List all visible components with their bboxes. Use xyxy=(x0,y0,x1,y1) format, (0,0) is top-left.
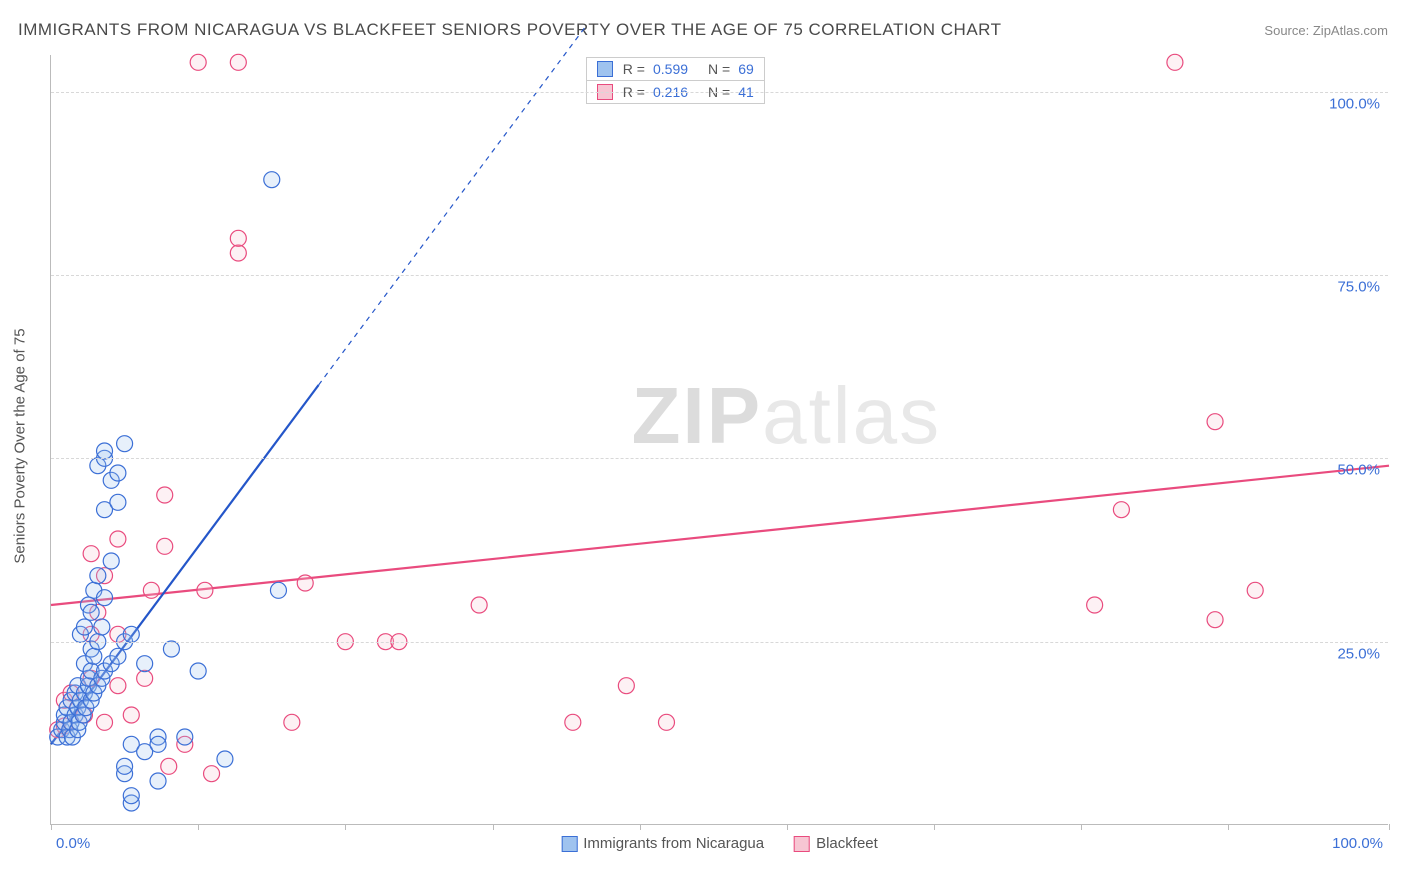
y-tick-label: 100.0% xyxy=(1329,95,1380,112)
scatter-point-blue xyxy=(83,604,99,620)
scatter-point-pink xyxy=(190,54,206,70)
scatter-point-pink xyxy=(1207,612,1223,628)
scatter-point-pink xyxy=(137,670,153,686)
scatter-point-blue xyxy=(190,663,206,679)
chart-title: IMMIGRANTS FROM NICARAGUA VS BLACKFEET S… xyxy=(18,20,1002,40)
scatter-point-pink xyxy=(284,714,300,730)
source-link[interactable]: ZipAtlas.com xyxy=(1313,23,1388,38)
y-tick-label: 25.0% xyxy=(1337,645,1380,662)
scatter-point-blue xyxy=(86,648,102,664)
scatter-point-pink xyxy=(565,714,581,730)
scatter-point-blue xyxy=(90,568,106,584)
scatter-point-pink xyxy=(97,714,113,730)
scatter-point-blue xyxy=(150,773,166,789)
y-axis-label: Seniors Poverty Over the Age of 75 xyxy=(12,328,29,563)
n-value-blue: 69 xyxy=(738,61,754,77)
scatter-point-blue xyxy=(110,494,126,510)
scatter-point-pink xyxy=(161,758,177,774)
scatter-point-pink xyxy=(157,538,173,554)
scatter-point-blue xyxy=(117,436,133,452)
x-tick-label-0: 0.0% xyxy=(56,835,90,852)
scatter-point-blue xyxy=(270,582,286,598)
scatter-point-pink xyxy=(1207,414,1223,430)
scatter-point-pink xyxy=(230,54,246,70)
x-tick-mark xyxy=(1389,824,1390,830)
legend-row-blue: R = 0.599 N = 69 xyxy=(587,58,764,80)
x-tick-label-100: 100.0% xyxy=(1332,835,1383,852)
r-value-blue: 0.599 xyxy=(653,61,688,77)
gridline-h xyxy=(51,642,1388,643)
scatter-point-pink xyxy=(1113,502,1129,518)
x-tick-mark xyxy=(787,824,788,830)
scatter-point-pink xyxy=(230,230,246,246)
scatter-point-pink xyxy=(123,707,139,723)
swatch-blue xyxy=(561,836,577,852)
scatter-point-pink xyxy=(83,546,99,562)
scatter-point-blue xyxy=(163,641,179,657)
x-tick-mark xyxy=(1228,824,1229,830)
scatter-point-blue xyxy=(103,553,119,569)
scatter-point-pink xyxy=(197,582,213,598)
scatter-point-blue xyxy=(123,626,139,642)
scatter-point-pink xyxy=(110,678,126,694)
n-label: N = xyxy=(708,61,730,77)
gridline-h xyxy=(51,92,1388,93)
legend-label-pink: Blackfeet xyxy=(816,835,878,852)
scatter-point-blue xyxy=(117,758,133,774)
scatter-point-blue xyxy=(264,172,280,188)
correlation-legend-box: R = 0.599 N = 69 R = 0.216 N = 41 xyxy=(586,57,765,104)
swatch-pink xyxy=(794,836,810,852)
scatter-point-blue xyxy=(110,465,126,481)
x-tick-mark xyxy=(493,824,494,830)
scatter-point-pink xyxy=(1247,582,1263,598)
y-tick-label: 75.0% xyxy=(1337,279,1380,296)
y-tick-label: 50.0% xyxy=(1337,462,1380,479)
scatter-point-pink xyxy=(1167,54,1183,70)
gridline-h xyxy=(51,458,1388,459)
x-tick-mark xyxy=(198,824,199,830)
x-tick-mark xyxy=(640,824,641,830)
series-legend: Immigrants from Nicaragua Blackfeet xyxy=(561,835,878,852)
source-credit: Source: ZipAtlas.com xyxy=(1264,23,1388,38)
x-tick-mark xyxy=(1081,824,1082,830)
source-label: Source: xyxy=(1264,23,1309,38)
scatter-point-blue xyxy=(137,656,153,672)
scatter-point-blue xyxy=(123,788,139,804)
scatter-point-blue xyxy=(76,619,92,635)
scatter-point-pink xyxy=(1087,597,1103,613)
legend-item-blue: Immigrants from Nicaragua xyxy=(561,835,764,852)
scatter-point-pink xyxy=(618,678,634,694)
scatter-point-blue xyxy=(97,443,113,459)
scatter-point-blue xyxy=(217,751,233,767)
x-tick-mark xyxy=(934,824,935,830)
swatch-blue xyxy=(597,61,613,77)
scatter-point-pink xyxy=(658,714,674,730)
chart-plot-area: ZIPatlas R = 0.599 N = 69 R = 0.216 N = … xyxy=(50,55,1388,825)
legend-item-pink: Blackfeet xyxy=(794,835,878,852)
legend-label-blue: Immigrants from Nicaragua xyxy=(583,835,764,852)
x-tick-mark xyxy=(51,824,52,830)
scatter-point-pink xyxy=(297,575,313,591)
r-label: R = xyxy=(623,61,645,77)
scatter-point-blue xyxy=(94,619,110,635)
scatter-svg xyxy=(51,55,1388,824)
scatter-point-pink xyxy=(204,766,220,782)
scatter-point-pink xyxy=(230,245,246,261)
scatter-point-blue xyxy=(110,648,126,664)
scatter-point-pink xyxy=(157,487,173,503)
scatter-point-pink xyxy=(143,582,159,598)
gridline-h xyxy=(51,275,1388,276)
scatter-point-pink xyxy=(110,531,126,547)
scatter-point-blue xyxy=(97,590,113,606)
x-tick-mark xyxy=(345,824,346,830)
scatter-point-blue xyxy=(177,729,193,745)
scatter-point-pink xyxy=(471,597,487,613)
scatter-point-blue xyxy=(150,736,166,752)
